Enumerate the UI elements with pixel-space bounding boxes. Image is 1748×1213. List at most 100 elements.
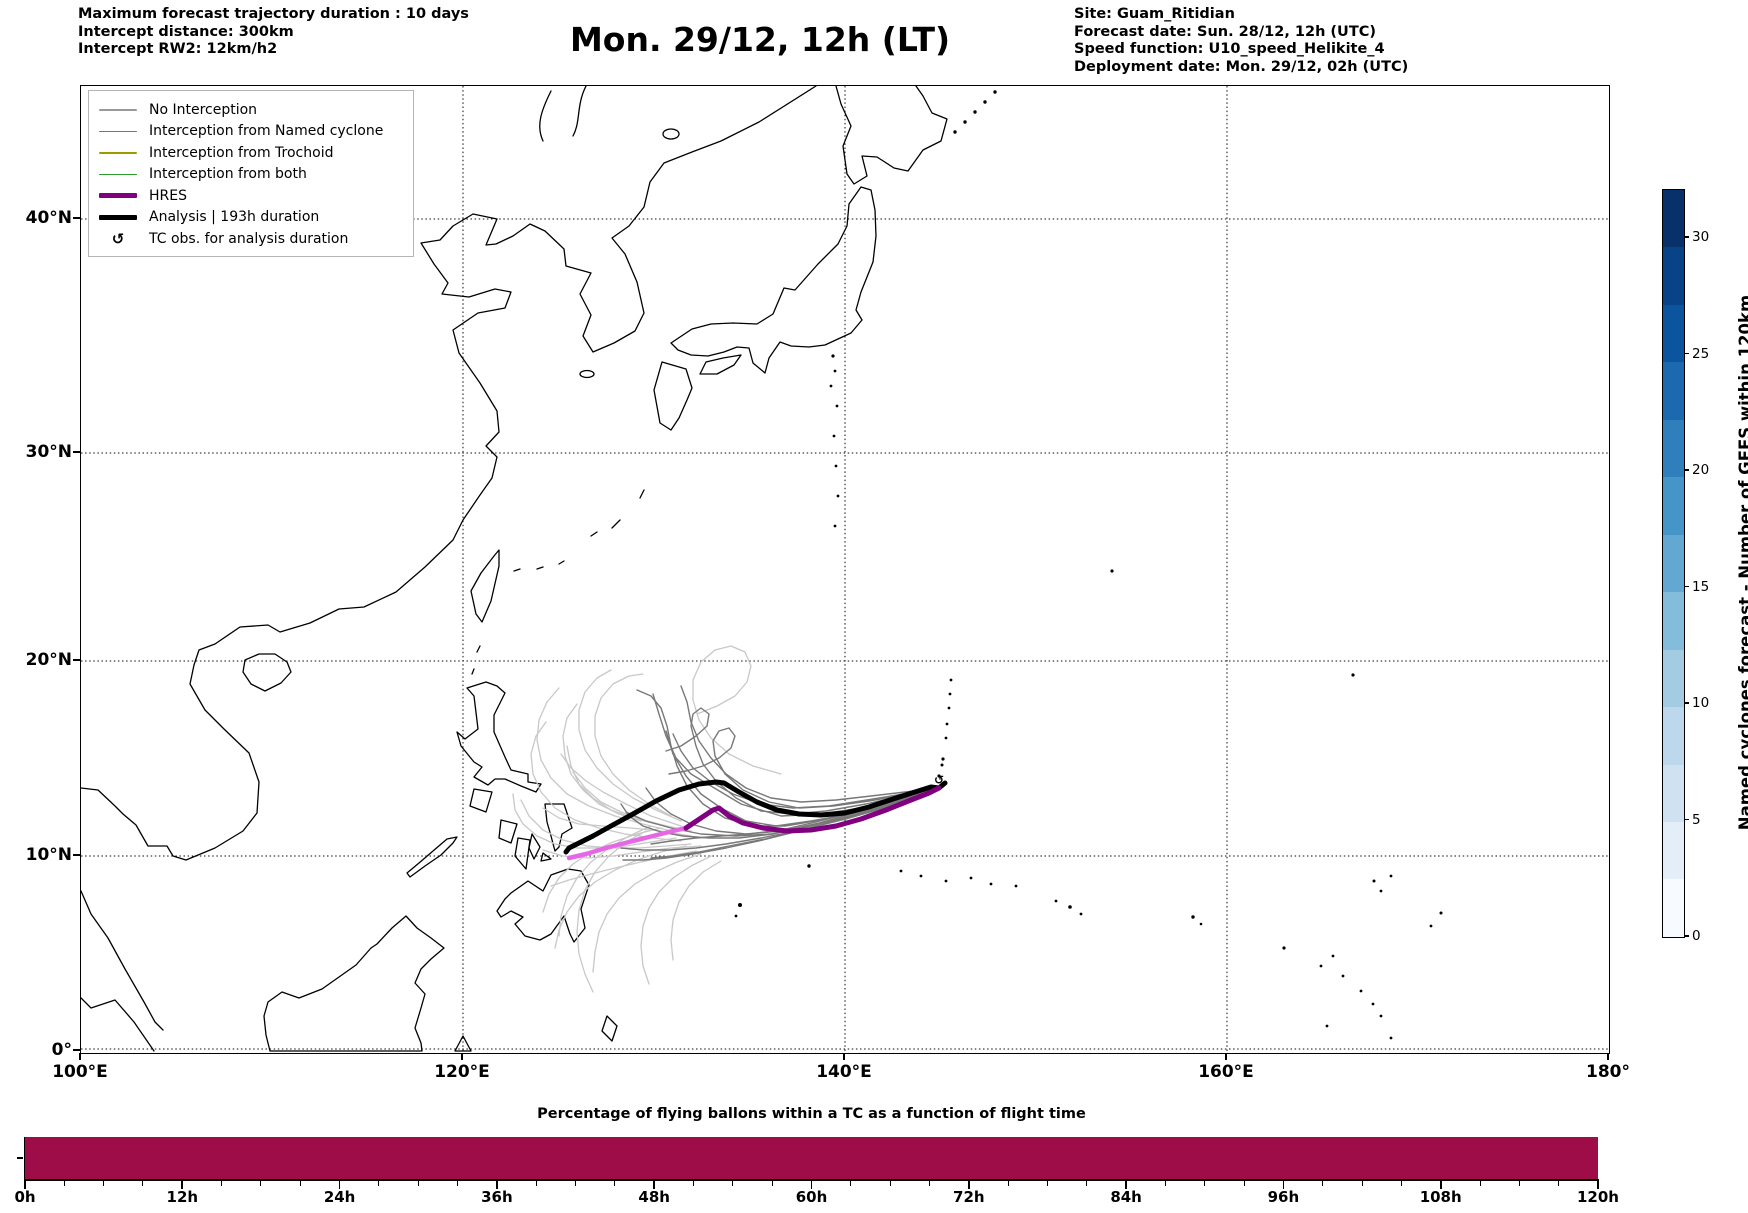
trajectory-analysis [563, 779, 948, 855]
colorbar-segment [1663, 304, 1684, 363]
bottom-chart-x-tick-label: 48h [638, 1188, 670, 1206]
colorbar-label: Named cyclones forecast - Number of GEFS… [1736, 294, 1748, 831]
lat-tick-label: 30°N [25, 442, 72, 462]
bottom-chart-minor-tickmark [260, 1181, 262, 1186]
lat-tick-label: 10°N [25, 845, 72, 865]
colorbar-segment [1663, 649, 1684, 708]
bottom-chart-x-tickmark [653, 1181, 656, 1189]
bottom-chart-minor-tickmark [63, 1181, 65, 1186]
bottom-chart-x-tick-label: 12h [166, 1188, 199, 1206]
bottom-chart-x-tickmark [496, 1181, 498, 1189]
legend-item-label: Interception from Trochoid [149, 144, 334, 161]
figure-title: Mon. 29/12, 12h (LT) [569, 20, 951, 59]
lat-tickmark [73, 659, 80, 661]
bottom-chart-x-tickmark [338, 1181, 341, 1189]
bottom-chart-minor-tickmark [1164, 1181, 1166, 1186]
tc-obs-icon: ↺ [111, 229, 125, 248]
legend-item-tc-obs: ↺ TC obs. for analysis duration [99, 228, 403, 250]
colorbar-segment [1663, 879, 1684, 937]
bottom-chart-minor-tickmark [614, 1181, 616, 1186]
bottom-chart-minor-tickmark [142, 1181, 144, 1186]
colorbar-segment [1663, 362, 1684, 420]
bottom-chart-minor-tickmark [1204, 1181, 1206, 1186]
lat-tick-label: 0° [51, 1040, 72, 1060]
bottom-chart-x-tickmark [1439, 1181, 1442, 1189]
bottom-chart-minor-tickmark [575, 1181, 577, 1186]
lon-tickmark [843, 1053, 845, 1060]
colorbar-tickmark [1684, 935, 1689, 937]
bottom-chart-x-axis [23, 1179, 1599, 1181]
legend-item: No Interception [99, 99, 403, 121]
map-legend: No Interception Interception from Named c… [88, 90, 414, 257]
legend-item-label: No Interception [149, 101, 258, 118]
island-dots-layer [734, 90, 1443, 1040]
bottom-chart-x-tick-label: 0h [14, 1188, 36, 1206]
colorbar-tick-label: 10 [1692, 695, 1710, 711]
bottom-chart-x-tick-label: 120h [1577, 1188, 1619, 1206]
legend-line-swatch [99, 214, 137, 220]
legend-line-swatch [99, 193, 137, 199]
bottom-chart-minor-tickmark [850, 1181, 852, 1186]
site-info-text: Site: Guam_Ritidian Forecast date: Sun. … [1074, 6, 1409, 75]
colorbar-segment [1663, 592, 1684, 650]
legend-line-swatch [99, 152, 137, 154]
lon-tickmark [461, 1053, 463, 1060]
lat-tickmark [73, 854, 80, 856]
bottom-chart-x-tickmark [1597, 1181, 1599, 1189]
lat-tickmark [73, 217, 80, 219]
colorbar-tickmark [1684, 352, 1689, 355]
colorbar-tickmark [1684, 702, 1689, 704]
bottom-chart-minor-tickmark [889, 1181, 891, 1186]
bottom-chart-minor-tickmark [417, 1181, 419, 1186]
coastline-layer [81, 86, 948, 1052]
bottom-chart-x-tick-label: 24h [323, 1188, 356, 1206]
legend-line-swatch [99, 173, 137, 175]
lat-tickmark [73, 1049, 80, 1051]
legend-item: HRES [99, 185, 403, 207]
bottom-chart-x-tick-label: 108h [1419, 1188, 1462, 1206]
legend-item: Analysis | 193h duration [99, 207, 403, 229]
bottom-chart-minor-tickmark [732, 1181, 734, 1186]
colorbar-segment [1663, 419, 1684, 478]
colorbar-segment [1663, 764, 1684, 822]
colorbar-segment [1663, 821, 1684, 880]
colorbar-segment [1663, 707, 1684, 765]
legend-item: Interception from Named cyclone [99, 121, 403, 143]
bottom-chart-x-tickmark [967, 1181, 970, 1189]
bottom-chart-minor-tickmark [378, 1181, 380, 1186]
colorbar-tick-label: 20 [1692, 462, 1710, 478]
bottom-chart-x-tick-label: 36h [481, 1188, 513, 1206]
colorbar-tick-label: 25 [1692, 345, 1710, 362]
bottom-chart-x-tickmark [810, 1181, 813, 1189]
legend-line-swatch [99, 130, 137, 132]
colorbar-tick-label: 30 [1692, 229, 1710, 245]
legend-item: Interception from both [99, 164, 403, 186]
bottom-chart-minor-tickmark [771, 1181, 773, 1186]
lat-tick-label: 20°N [25, 650, 72, 670]
colorbar-tick-label: 15 [1692, 578, 1710, 595]
bottom-chart-x-tickmark [181, 1181, 184, 1189]
legend-item: Interception from Trochoid [99, 142, 403, 164]
map-axes: No Interception Interception from Named c… [80, 85, 1610, 1054]
bottom-chart-minor-tickmark [457, 1181, 459, 1186]
trajectory-hres [566, 785, 942, 861]
colorbar-tickmark [1684, 585, 1689, 588]
bottom-chart-minor-tickmark [928, 1181, 930, 1186]
lon-tickmark [79, 1053, 81, 1060]
legend-item-label: Interception from both [149, 166, 307, 183]
bottom-chart-minor-tickmark [693, 1181, 695, 1186]
bottom-chart-minor-tickmark [1007, 1181, 1009, 1186]
colorbar-segment [1663, 477, 1684, 535]
lon-tick-label: 140°E [816, 1062, 872, 1082]
bottom-chart-minor-tickmark [1400, 1181, 1402, 1186]
lon-tick-label: 180° [1586, 1062, 1630, 1082]
bottom-chart-y-tick [17, 1157, 23, 1159]
bottom-chart-x-tick-label: 72h [953, 1188, 985, 1206]
colorbar-tickmark [1684, 818, 1689, 821]
lon-tick-label: 120°E [434, 1062, 490, 1082]
bottom-chart-x-tickmark [1125, 1181, 1127, 1189]
bottom-chart-x-tickmark [1282, 1181, 1285, 1189]
colorbar-tick-label: 0 [1692, 928, 1701, 944]
bottom-chart-minor-tickmark [299, 1181, 301, 1186]
